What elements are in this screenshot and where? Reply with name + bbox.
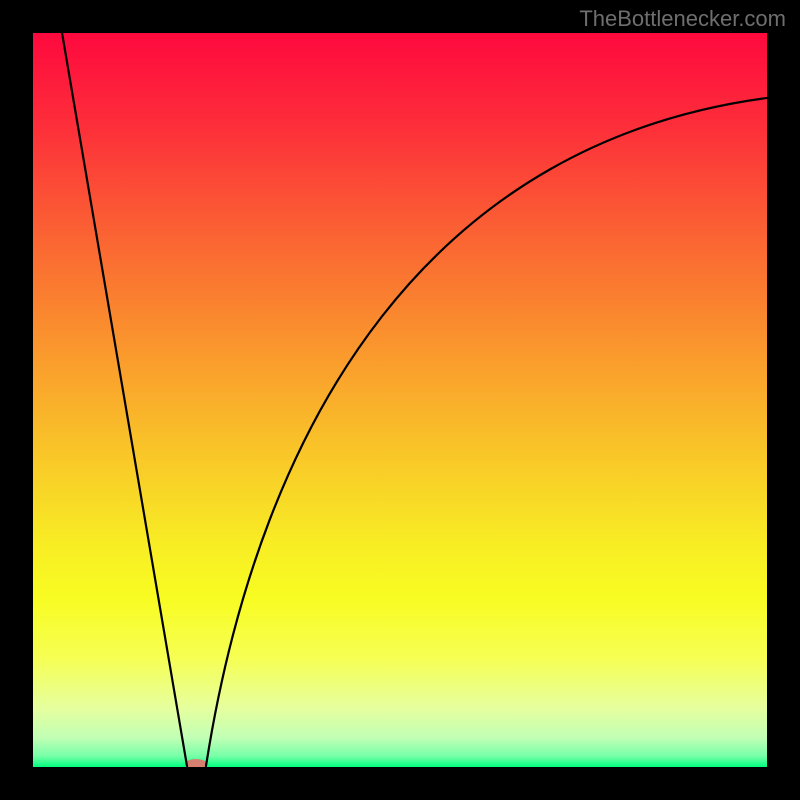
plot-background	[33, 33, 767, 767]
watermark-text: TheBottlenecker.com	[579, 6, 786, 32]
chart-container: TheBottlenecker.com	[0, 0, 800, 800]
bottleneck-chart	[0, 0, 800, 800]
